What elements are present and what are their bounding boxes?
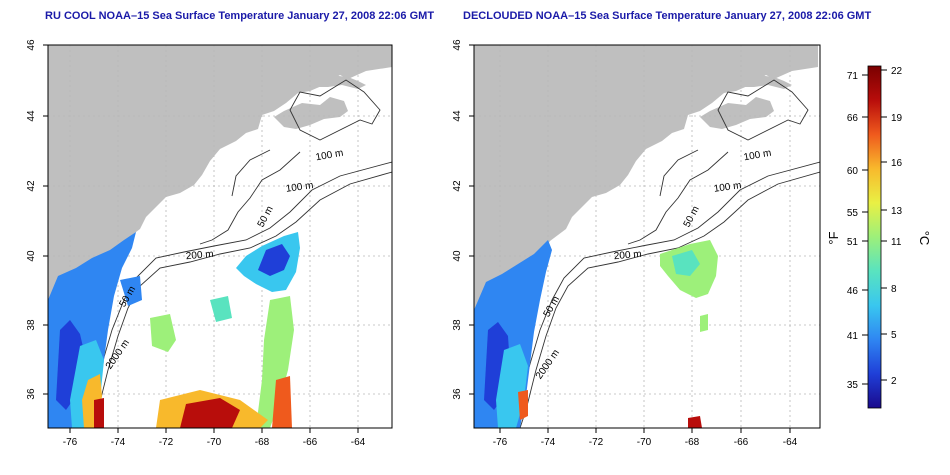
- depth-contour-label: 200 m: [185, 249, 214, 262]
- x-axis-tick-label: -72: [589, 437, 604, 448]
- colorbar-celsius-label: 8: [891, 284, 897, 295]
- depth-contour-label: 100 m: [743, 148, 772, 164]
- temperature-colorbar: [867, 65, 882, 409]
- y-axis-tick-label: 36: [452, 388, 463, 400]
- colorbar-fahrenheit-label: 41: [847, 331, 859, 342]
- x-axis-tick-label: -66: [734, 437, 749, 448]
- colorbar-fahrenheit-label: 60: [847, 166, 859, 177]
- depth-contour-label: 200 m: [613, 249, 642, 262]
- depth-contour-label: 100 m: [315, 148, 344, 164]
- y-axis-tick-label: 38: [452, 319, 463, 331]
- y-axis-tick-label: 46: [452, 39, 463, 51]
- y-axis-tick-label: 38: [26, 319, 37, 331]
- right-map-title: DECLOUDED NOAA–15 Sea Surface Temperatur…: [463, 10, 872, 22]
- x-axis-tick-label: -68: [685, 437, 700, 448]
- bathymetry-contours: [513, 79, 820, 428]
- y-axis-tick-label: 44: [26, 110, 37, 122]
- x-axis-tick-label: -76: [493, 437, 508, 448]
- y-axis-tick-label: 46: [26, 39, 37, 51]
- colorbar-fahrenheit-label: 55: [847, 208, 859, 219]
- colorbar-celsius-label: 22: [891, 66, 903, 77]
- grid-lines: [48, 45, 392, 428]
- colorbar-celsius-label: 5: [891, 330, 897, 341]
- colorbar-fahrenheit-label: 51: [847, 237, 859, 248]
- left-map-panel: [47, 44, 393, 429]
- colorbar-fahrenheit-label: 66: [847, 113, 859, 124]
- celsius-unit-label: °C: [917, 231, 932, 246]
- x-axis-tick-label: -64: [783, 437, 798, 448]
- fahrenheit-unit-label: °F: [826, 231, 841, 244]
- depth-contour-label: 100 m: [285, 180, 314, 195]
- bathymetry-contours: [85, 79, 392, 428]
- x-axis-tick-label: -74: [111, 437, 126, 448]
- left-map-title: RU COOL NOAA–15 Sea Surface Temperature …: [45, 10, 435, 22]
- x-axis-tick-label: -68: [255, 437, 270, 448]
- colorbar-fahrenheit-label: 71: [847, 71, 859, 82]
- sst-data-left: [48, 232, 300, 428]
- y-axis-tick-label: 40: [26, 250, 37, 262]
- grid-lines: [474, 45, 820, 428]
- right-map-panel: [473, 44, 821, 429]
- left-plot-frame: [47, 44, 393, 429]
- colorbar-celsius-label: 2: [891, 376, 897, 387]
- colorbar-fahrenheit-label: 46: [847, 286, 859, 297]
- x-axis-tick-label: -64: [351, 437, 366, 448]
- y-axis-tick-label: 44: [452, 110, 463, 122]
- x-axis-tick-label: -76: [63, 437, 78, 448]
- depth-contour-label: 100 m: [713, 180, 742, 195]
- y-axis-tick-label: 36: [26, 388, 37, 400]
- x-axis-tick-label: -70: [637, 437, 652, 448]
- colorbar-celsius-label: 16: [891, 158, 903, 169]
- colorbar-celsius-label: 11: [891, 237, 902, 248]
- colorbar-celsius-label: 19: [891, 113, 903, 124]
- right-plot-frame: [473, 44, 821, 429]
- sst-data-right: [474, 240, 718, 428]
- x-axis-tick-label: -72: [159, 437, 174, 448]
- x-axis-tick-label: -74: [541, 437, 556, 448]
- y-axis-tick-label: 40: [452, 250, 463, 262]
- x-axis-tick-label: -66: [303, 437, 318, 448]
- colorbar-fahrenheit-label: 35: [847, 380, 859, 391]
- y-axis-tick-label: 42: [26, 180, 37, 192]
- colorbar-gradient: [867, 65, 882, 409]
- colorbar-celsius-label: 13: [891, 206, 903, 217]
- y-axis-tick-label: 42: [452, 180, 463, 192]
- x-axis-tick-label: -70: [207, 437, 222, 448]
